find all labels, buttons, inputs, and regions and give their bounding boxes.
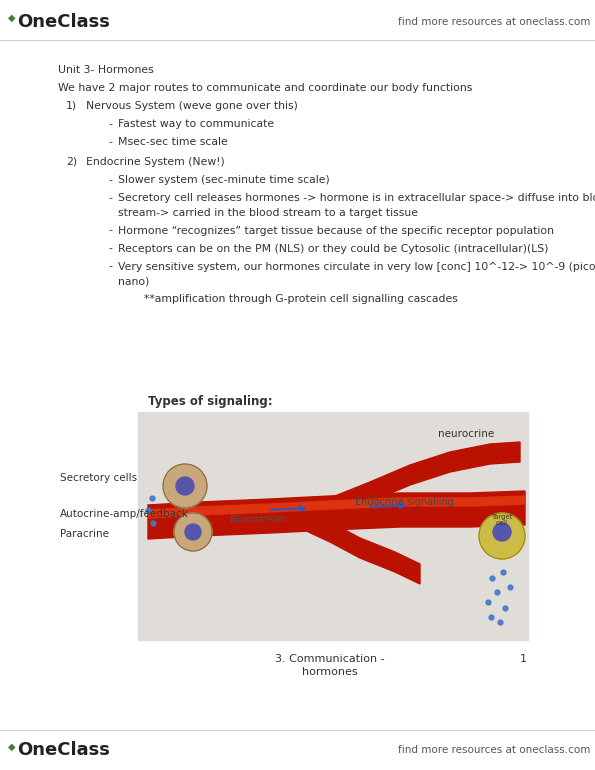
Text: 3. Communication -: 3. Communication -	[275, 654, 385, 664]
Text: Endocrine System (New!): Endocrine System (New!)	[86, 157, 225, 167]
Text: Secretory cell releases hormones -> hormone is in extracellular space-> diffuse : Secretory cell releases hormones -> horm…	[118, 193, 595, 203]
Circle shape	[493, 523, 511, 541]
Circle shape	[174, 513, 212, 551]
Polygon shape	[330, 442, 520, 518]
Text: We have 2 major routes to communicate and coordinate our body functions: We have 2 major routes to communicate an…	[58, 83, 472, 93]
Text: -: -	[108, 243, 112, 253]
Text: Paracrine: Paracrine	[60, 529, 109, 539]
Polygon shape	[300, 508, 420, 584]
Circle shape	[479, 513, 525, 559]
Text: hormones: hormones	[302, 667, 358, 677]
Text: ◆: ◆	[8, 742, 15, 752]
Circle shape	[185, 524, 201, 540]
Text: -: -	[108, 119, 112, 129]
Text: -: -	[108, 193, 112, 203]
Text: neurocrine: neurocrine	[438, 429, 494, 439]
Text: -: -	[108, 137, 112, 147]
Text: Hormone “recognizes” target tissue because of the specific receptor population: Hormone “recognizes” target tissue becau…	[118, 226, 554, 236]
Text: 1: 1	[520, 654, 527, 664]
Text: Msec-sec time scale: Msec-sec time scale	[118, 137, 228, 147]
Text: stream-> carried in the blood stream to a target tissue: stream-> carried in the blood stream to …	[118, 207, 418, 217]
Text: Receptors can be on the PM (NLS) or they could be Cytosolic (intracellular)(LS): Receptors can be on the PM (NLS) or they…	[118, 243, 549, 253]
Text: ◆: ◆	[8, 13, 15, 23]
Text: find more resources at oneclass.com: find more resources at oneclass.com	[397, 745, 590, 755]
Text: Very sensitive system, our hormones circulate in very low [conc] 10^-12-> 10^-9 : Very sensitive system, our hormones circ…	[118, 262, 595, 272]
Circle shape	[176, 477, 194, 495]
Text: Nervous System (weve gone over this): Nervous System (weve gone over this)	[86, 101, 298, 111]
Circle shape	[163, 464, 207, 508]
Text: 1): 1)	[66, 101, 77, 111]
Text: -: -	[108, 226, 112, 236]
Text: Target: Target	[491, 514, 513, 520]
Text: Fastest way to communicate: Fastest way to communicate	[118, 119, 274, 129]
Text: **amplification through G-protein cell signalling cascades: **amplification through G-protein cell s…	[130, 294, 458, 304]
Text: 2): 2)	[66, 157, 77, 167]
Text: Slower system (sec-minute time scale): Slower system (sec-minute time scale)	[118, 175, 330, 185]
Text: cell: cell	[496, 520, 508, 526]
Polygon shape	[148, 491, 525, 539]
Text: -: -	[108, 175, 112, 185]
Text: OneClass: OneClass	[17, 741, 110, 759]
Text: nano): nano)	[118, 276, 149, 286]
Bar	[138, 412, 528, 640]
Text: Bloodstream: Bloodstream	[230, 515, 287, 524]
Text: find more resources at oneclass.com: find more resources at oneclass.com	[397, 17, 590, 27]
Polygon shape	[148, 496, 525, 518]
Text: OneClass: OneClass	[17, 13, 110, 31]
Text: -: -	[108, 262, 112, 272]
Text: Unit 3- Hormones: Unit 3- Hormones	[58, 65, 154, 75]
Text: Autocrine-amp/feedback: Autocrine-amp/feedback	[60, 509, 189, 519]
Text: Types of signaling:: Types of signaling:	[148, 395, 273, 408]
Text: Endocrine signalling: Endocrine signalling	[355, 497, 454, 507]
Text: Secretory cells: Secretory cells	[60, 473, 137, 483]
